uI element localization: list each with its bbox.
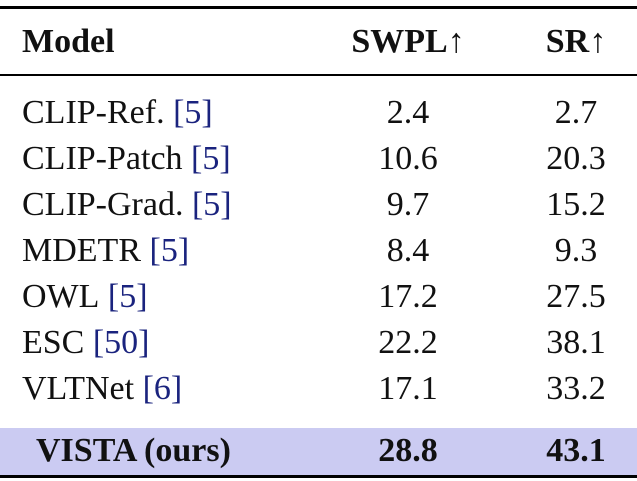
model-name: CLIP-Grad. (22, 186, 184, 223)
sr-cell: 33.2 (546, 370, 606, 407)
sr-cell: 15.2 (546, 186, 606, 223)
model-cell: CLIP-Ref. [5] (22, 93, 213, 133)
sr-cell: 2.7 (554, 94, 598, 131)
citation: [5] (149, 232, 190, 269)
citation: [5] (191, 140, 231, 177)
model-cell: CLIP-Patch [5] (22, 139, 231, 179)
swpl-cell: 22.2 (378, 324, 438, 361)
model-cell: VISTA (ours) (36, 432, 231, 469)
citation: [5] (191, 186, 232, 223)
model-name: ESC (22, 324, 85, 361)
citation: [6] (142, 370, 183, 407)
model-name: CLIP-Ref. (22, 94, 165, 131)
mid-rule (0, 74, 637, 76)
swpl-cell: 9.7 (386, 186, 430, 223)
bottom-rule (0, 475, 637, 478)
citation: [5] (107, 278, 148, 315)
model-cell: CLIP-Grad. [5] (22, 185, 232, 225)
model-cell: MDETR [5] (22, 231, 189, 271)
sr-cell: 27.5 (546, 278, 606, 315)
header-cell: SWPL↑ (351, 23, 465, 60)
model-cell: OWL [5] (22, 277, 148, 317)
swpl-cell: 17.2 (378, 278, 438, 315)
model-name: VLTNet (22, 370, 135, 407)
header-cell: Model (22, 23, 115, 60)
swpl-cell: 2.4 (386, 94, 430, 131)
sr-cell: 43.1 (546, 432, 606, 469)
model-name: OWL (22, 278, 100, 315)
model-name: CLIP-Patch (22, 140, 183, 177)
sr-cell: 9.3 (554, 232, 598, 269)
swpl-cell: 8.4 (386, 232, 430, 269)
citation: [50] (92, 324, 150, 361)
sr-cell: 20.3 (546, 140, 606, 177)
swpl-cell: 28.8 (378, 432, 438, 469)
model-name: MDETR (22, 232, 141, 269)
swpl-cell: 10.6 (378, 140, 438, 177)
highlight-band (0, 428, 637, 476)
model-cell: VLTNet [6] (22, 369, 182, 409)
sr-cell: 38.1 (546, 324, 606, 361)
swpl-cell: 17.1 (378, 370, 438, 407)
top-rule (0, 6, 637, 9)
model-cell: ESC [50] (22, 323, 150, 363)
header-cell: SR↑ (545, 23, 607, 60)
citation: [5] (173, 94, 213, 131)
